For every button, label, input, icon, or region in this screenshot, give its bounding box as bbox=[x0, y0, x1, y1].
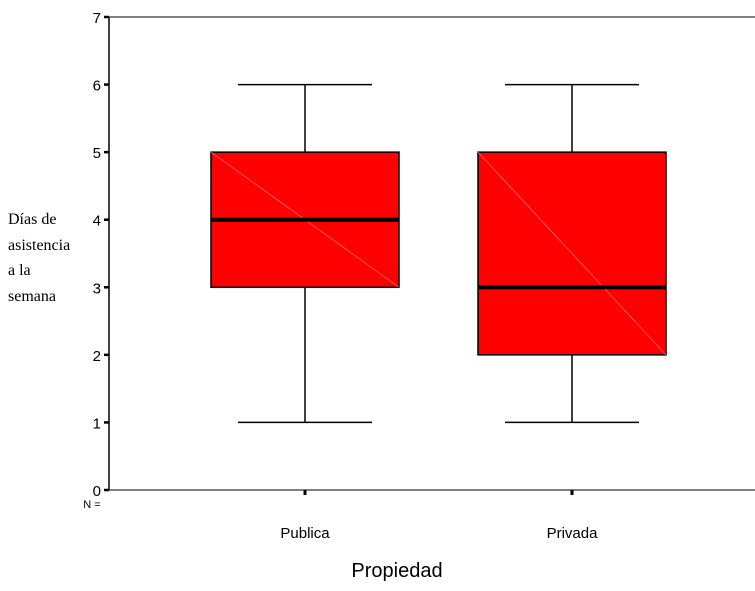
y-axis-title-line: asistencia bbox=[8, 237, 70, 254]
y-axis-title-line: a la bbox=[8, 262, 31, 279]
n-label: N = bbox=[83, 499, 100, 511]
y-tick-label: 4 bbox=[93, 213, 101, 230]
y-axis-title-line: Días de bbox=[8, 211, 56, 228]
x-tick-label: Privada bbox=[547, 525, 599, 542]
y-axis-title: Días de asistencia a la semana bbox=[8, 211, 70, 305]
boxes bbox=[210, 83, 667, 424]
box-diagonal bbox=[477, 151, 667, 356]
axes bbox=[108, 16, 755, 491]
y-tick-label: 7 bbox=[93, 10, 101, 27]
y-tick-label: 2 bbox=[93, 348, 101, 365]
y-tick-label: 5 bbox=[93, 145, 101, 162]
box-publica bbox=[210, 83, 400, 424]
y-tick-label: 0 bbox=[93, 483, 101, 500]
y-tick-label: 1 bbox=[93, 415, 101, 432]
y-tick-label: 6 bbox=[93, 78, 101, 95]
y-axis-title-line: semana bbox=[8, 288, 56, 305]
y-tick-label: 3 bbox=[93, 280, 101, 297]
x-axis-title: Propiedad bbox=[351, 560, 442, 582]
y-ticks: 0 1 2 3 4 5 6 7 bbox=[93, 10, 109, 500]
box-privada bbox=[477, 83, 667, 424]
x-tick-label: Publica bbox=[280, 525, 330, 542]
x-ticks: Publica Privada bbox=[280, 490, 598, 542]
